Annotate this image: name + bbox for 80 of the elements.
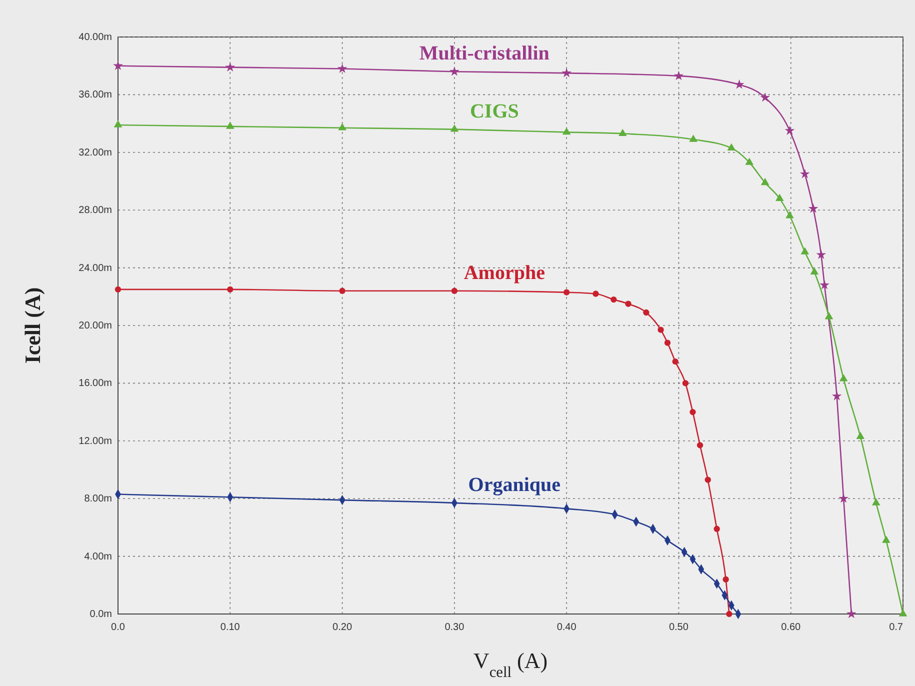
point [643, 309, 650, 316]
point [690, 408, 696, 416]
x-axis-title: V$_{cell}$ (A) [473, 648, 548, 680]
x-tick-label: 0.0 [111, 622, 126, 633]
y-axis-title: Icell (A) [20, 287, 45, 364]
point [800, 247, 810, 254]
point [832, 391, 842, 400]
point [610, 296, 617, 303]
y-tick-label: 28.00m [78, 205, 112, 216]
point [714, 526, 720, 532]
point [227, 286, 234, 293]
point [339, 288, 346, 294]
x-tick-label: 0.20 [332, 622, 352, 633]
x-tick-label: 0.40 [556, 622, 577, 633]
point [775, 194, 784, 201]
point [734, 79, 744, 89]
y-tick-label: 16.00m [78, 378, 112, 390]
point [745, 158, 754, 165]
point [689, 134, 698, 142]
point [838, 493, 848, 503]
point [816, 250, 826, 259]
series-label: Amorphe [464, 262, 546, 284]
point [563, 289, 570, 296]
point [727, 143, 736, 150]
y-tick-label: 8.00m [84, 494, 112, 505]
point [618, 128, 627, 136]
point [337, 64, 348, 73]
point [726, 610, 732, 618]
x-tick-label: 0.7 [889, 622, 904, 633]
point [562, 68, 572, 78]
point [450, 66, 460, 76]
point [113, 60, 123, 70]
series-label: Multi-cristallin [419, 42, 550, 65]
point [226, 122, 234, 129]
x-tick-label: 0.50 [668, 622, 689, 633]
point [682, 380, 689, 386]
point [800, 168, 810, 178]
point [592, 290, 599, 297]
point [898, 609, 908, 616]
point [338, 123, 346, 130]
x-tick-label: 0.10 [220, 622, 240, 633]
point [562, 127, 571, 135]
point [451, 288, 458, 294]
point [784, 126, 795, 135]
point [760, 92, 770, 102]
point [704, 476, 711, 483]
point [808, 203, 818, 213]
point [696, 442, 704, 448]
point [114, 286, 122, 293]
point [820, 280, 830, 290]
point [839, 374, 848, 382]
point [824, 312, 834, 320]
y-tick-label: 32.00m [78, 147, 112, 158]
point [722, 576, 729, 582]
point [872, 498, 880, 506]
point [664, 340, 671, 346]
point [658, 326, 664, 333]
point [810, 267, 819, 275]
y-tick-label: 12.00m [78, 436, 112, 447]
point [786, 211, 794, 218]
point [674, 70, 684, 80]
y-tick-label: 0.0m [90, 609, 112, 620]
point [882, 536, 890, 543]
x-tick-label: 0.60 [781, 622, 802, 633]
y-tick-label: 24.00m [78, 262, 112, 274]
point [760, 178, 770, 186]
y-tick-label: 20.00m [78, 320, 112, 332]
x-tick-label: 0.30 [444, 622, 465, 633]
series-label: Organique [468, 474, 561, 496]
series-label: CIGS [470, 100, 519, 122]
point [856, 432, 865, 439]
point [846, 608, 856, 618]
point [114, 120, 122, 128]
y-tick-label: 40.00m [78, 32, 112, 43]
y-tick-label: 4.00m [84, 551, 112, 562]
point [225, 62, 236, 72]
point [672, 358, 678, 365]
point [450, 124, 459, 132]
point [625, 300, 632, 307]
y-tick-label: 36.00m [78, 90, 112, 101]
